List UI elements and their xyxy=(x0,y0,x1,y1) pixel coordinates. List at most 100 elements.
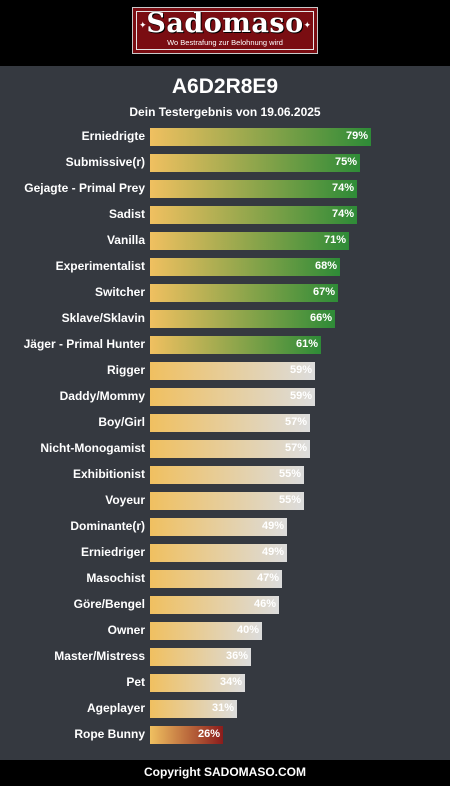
result-code-title: A6D2R8E9 xyxy=(171,75,279,98)
result-percentage: 71% xyxy=(323,234,346,246)
result-percentage: 74% xyxy=(331,182,354,194)
result-label: Rope Bunny xyxy=(74,727,145,741)
result-bar: 66% xyxy=(150,310,335,328)
result-bar: 36% xyxy=(150,648,251,666)
result-row: Master/Mistress 36% xyxy=(0,648,450,666)
result-label: Exhibitionist xyxy=(73,467,145,481)
result-row: Daddy/Mommy 59% xyxy=(0,388,450,406)
result-label: Erniedrigte xyxy=(81,129,145,143)
result-row: Ageplayer 31% xyxy=(0,700,450,718)
result-percentage: 57% xyxy=(284,416,307,428)
result-row: Gejagte - Primal Prey 74% xyxy=(0,180,450,198)
result-bar: 55% xyxy=(150,492,304,510)
result-bar: 79% xyxy=(150,128,371,146)
result-label: Sadist xyxy=(108,207,145,221)
result-row: Owner 40% xyxy=(0,622,450,640)
result-row: Rope Bunny 26% xyxy=(0,726,450,744)
result-row: Nicht-Monogamist 57% xyxy=(0,440,450,458)
result-bar: 57% xyxy=(150,440,310,458)
result-label: Experimentalist xyxy=(55,259,145,273)
result-bar: 34% xyxy=(150,674,245,692)
result-bar: 75% xyxy=(150,154,360,172)
result-bar: 61% xyxy=(150,336,321,354)
result-row: Voyeur 55% xyxy=(0,492,450,510)
star-icon: ✦ xyxy=(303,20,311,30)
logo-frame xyxy=(136,11,314,50)
result-row: Vanilla 71% xyxy=(0,232,450,250)
result-row: Erniedriger 49% xyxy=(0,544,450,562)
result-label: Masochist xyxy=(86,571,145,585)
result-label: Sklave/Sklavin xyxy=(61,311,145,325)
copyright-text: Copyright SADOMASO.COM xyxy=(144,765,306,779)
result-row: Sadist 74% xyxy=(0,206,450,224)
result-label: Gejagte - Primal Prey xyxy=(24,181,145,195)
top-bar: ✦ ✦ Sadomaso Wo Bestrafung zur Belohnung… xyxy=(0,0,450,66)
result-label: Nicht-Monogamist xyxy=(40,441,145,455)
result-row: Experimentalist 68% xyxy=(0,258,450,276)
result-percentage: 57% xyxy=(284,442,307,454)
result-bar: 67% xyxy=(150,284,338,302)
result-label: Jäger - Primal Hunter xyxy=(23,337,145,351)
result-row: Boy/Girl 57% xyxy=(0,414,450,432)
result-percentage: 49% xyxy=(261,546,284,558)
result-label: Daddy/Mommy xyxy=(59,389,145,403)
result-percentage: 26% xyxy=(197,728,220,740)
result-row: Jäger - Primal Hunter 61% xyxy=(0,336,450,354)
result-percentage: 59% xyxy=(289,390,312,402)
result-label: Göre/Bengel xyxy=(73,597,145,611)
result-bar: 68% xyxy=(150,258,340,276)
result-percentage: 68% xyxy=(314,260,337,272)
result-bar: 57% xyxy=(150,414,310,432)
result-percentage: 79% xyxy=(345,130,368,142)
result-percentage: 49% xyxy=(261,520,284,532)
result-bar: 46% xyxy=(150,596,279,614)
result-date-subtitle: Dein Testergebnis von 19.06.2025 xyxy=(129,105,321,119)
result-label: Pet xyxy=(126,675,145,689)
result-percentage: 74% xyxy=(331,208,354,220)
logo-tagline: Wo Bestrafung zur Belohnung wird xyxy=(167,38,283,47)
result-bar: 71% xyxy=(150,232,349,250)
result-bar: 55% xyxy=(150,466,304,484)
result-label: Rigger xyxy=(106,363,145,377)
result-label: Ageplayer xyxy=(86,701,145,715)
result-row: Sklave/Sklavin 66% xyxy=(0,310,450,328)
result-bar: 74% xyxy=(150,180,357,198)
result-percentage: 31% xyxy=(211,702,234,714)
result-label: Dominante(r) xyxy=(70,519,145,533)
result-label: Voyeur xyxy=(105,493,145,507)
result-bar: 59% xyxy=(150,388,315,406)
result-bar: 31% xyxy=(150,700,237,718)
result-row: Masochist 47% xyxy=(0,570,450,588)
result-row: Göre/Bengel 46% xyxy=(0,596,450,614)
result-percentage: 47% xyxy=(256,572,279,584)
result-percentage: 34% xyxy=(219,676,242,688)
result-bar: 49% xyxy=(150,518,287,536)
result-row: Dominante(r) 49% xyxy=(0,518,450,536)
result-row: Pet 34% xyxy=(0,674,450,692)
result-bar: 74% xyxy=(150,206,357,224)
result-row: Rigger 59% xyxy=(0,362,450,380)
result-row: Erniedrigte 79% xyxy=(0,128,450,146)
logo-wordmark: Sadomaso xyxy=(146,8,304,39)
result-row: Switcher 67% xyxy=(0,284,450,302)
star-icon: ✦ xyxy=(139,20,147,30)
result-percentage: 46% xyxy=(253,598,276,610)
result-label: Vanilla xyxy=(106,233,145,247)
result-label: Master/Mistress xyxy=(54,649,145,663)
result-row: Exhibitionist 55% xyxy=(0,466,450,484)
result-row: Submissive(r) 75% xyxy=(0,154,450,172)
result-bar: 47% xyxy=(150,570,282,588)
site-logo[interactable]: ✦ ✦ Sadomaso Wo Bestrafung zur Belohnung… xyxy=(132,7,318,54)
result-bar: 40% xyxy=(150,622,262,640)
result-bar: 26% xyxy=(150,726,223,744)
result-label: Owner xyxy=(107,623,145,637)
footer: Copyright SADOMASO.COM xyxy=(0,760,450,786)
result-label: Submissive(r) xyxy=(65,155,145,169)
result-percentage: 66% xyxy=(309,312,332,324)
result-percentage: 36% xyxy=(225,650,248,662)
result-bar: 49% xyxy=(150,544,287,562)
result-bar: 59% xyxy=(150,362,315,380)
result-percentage: 61% xyxy=(295,338,318,350)
result-percentage: 55% xyxy=(278,494,301,506)
result-label: Erniedriger xyxy=(80,545,145,559)
